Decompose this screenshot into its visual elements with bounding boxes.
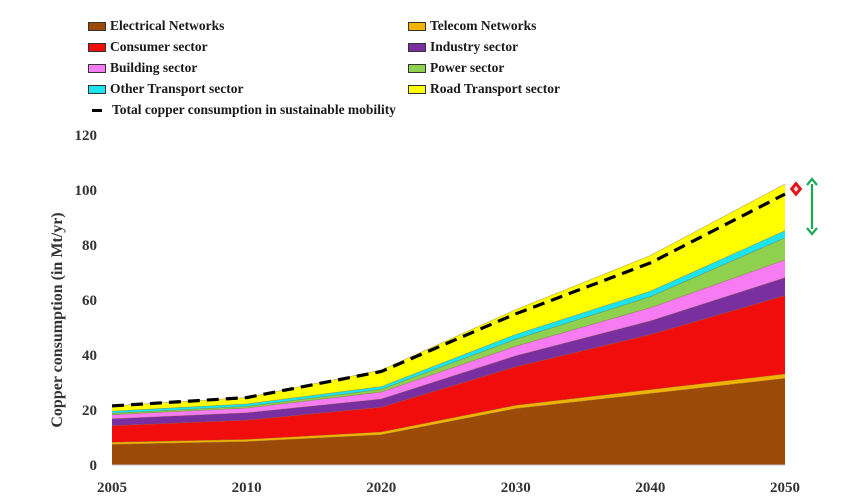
- area-boundary: [111, 373, 786, 443]
- legend-item-telecom-networks: Telecom Networks: [408, 18, 536, 34]
- legend-label: Consumer sector: [110, 39, 208, 54]
- legend-swatch: [408, 63, 426, 73]
- y-tick-label: 80: [82, 238, 97, 254]
- legend-item-industry-sector: Industry sector: [408, 39, 518, 55]
- area-boundary: [111, 259, 786, 415]
- area-series-group: [112, 184, 785, 465]
- legend-item-consumer-sector: Consumer sector: [88, 39, 208, 55]
- annotation-arrows: [789, 177, 818, 236]
- legend-swatch: [408, 21, 426, 31]
- legend-item-total-line: Total copper consumption in sustainable …: [88, 102, 396, 118]
- y-tick-label: 60: [82, 293, 97, 309]
- y-axis-label: Copper consumption (in Mt/yr): [49, 212, 66, 427]
- legend-swatch: [408, 84, 426, 94]
- area-consumer-sector: [112, 295, 785, 443]
- area-boundary: [111, 230, 786, 412]
- legend-dash-swatch: [92, 108, 102, 112]
- legend-swatch: [408, 42, 426, 52]
- area-boundary: [111, 183, 786, 407]
- y-tick-label: 100: [75, 183, 98, 199]
- series-boundaries: [111, 183, 786, 445]
- legend-item-road-transport-sector: Road Transport sector: [408, 81, 560, 97]
- legend-item-other-transport-sector: Other Transport sector: [88, 81, 243, 97]
- area-boundary: [111, 378, 786, 445]
- double-arrow-green: [806, 177, 818, 236]
- double-arrow-red: [789, 181, 803, 197]
- legend-label: Electrical Networks: [110, 18, 225, 33]
- legend-label: Building sector: [110, 60, 198, 75]
- total-consumption-dashed-line: [111, 192, 786, 408]
- x-tick-label: 2030: [501, 480, 531, 496]
- area-boundary: [111, 295, 786, 426]
- y-tick-label: 0: [90, 458, 98, 474]
- x-tick-label: 2010: [232, 480, 262, 496]
- y-tick-label: 40: [82, 348, 97, 364]
- legend-label: Road Transport sector: [430, 81, 560, 96]
- legend-item-building-sector: Building sector: [88, 60, 197, 76]
- legend-item-electrical-networks: Electrical Networks: [88, 18, 224, 34]
- legend-swatch: [88, 21, 106, 31]
- area-boundary: [111, 237, 786, 414]
- x-tick-label: 2005: [97, 480, 127, 496]
- legend-label: Telecom Networks: [430, 18, 537, 33]
- legend-swatch: [88, 42, 106, 52]
- legend-swatch: [88, 84, 106, 94]
- y-axis-ticks: 0 20 40 60 80 100 120: [75, 128, 98, 474]
- legend-swatch: [88, 63, 106, 73]
- legend-label: Industry sector: [430, 39, 519, 54]
- legend-label: Other Transport sector: [110, 81, 244, 96]
- x-axis-ticks: 2005 2010 2020 2030 2040 2050: [97, 480, 800, 496]
- x-tick-label: 2040: [635, 480, 665, 496]
- x-tick-label: 2020: [366, 480, 396, 496]
- legend-label: Total copper consumption in sustainable …: [112, 102, 396, 117]
- x-tick-label: 2050: [770, 480, 800, 496]
- legend-label: Power sector: [430, 60, 505, 75]
- legend-item-power-sector: Power sector: [408, 60, 504, 76]
- area-boundary: [111, 277, 786, 420]
- y-tick-label: 20: [82, 403, 97, 419]
- y-tick-label: 120: [75, 128, 98, 144]
